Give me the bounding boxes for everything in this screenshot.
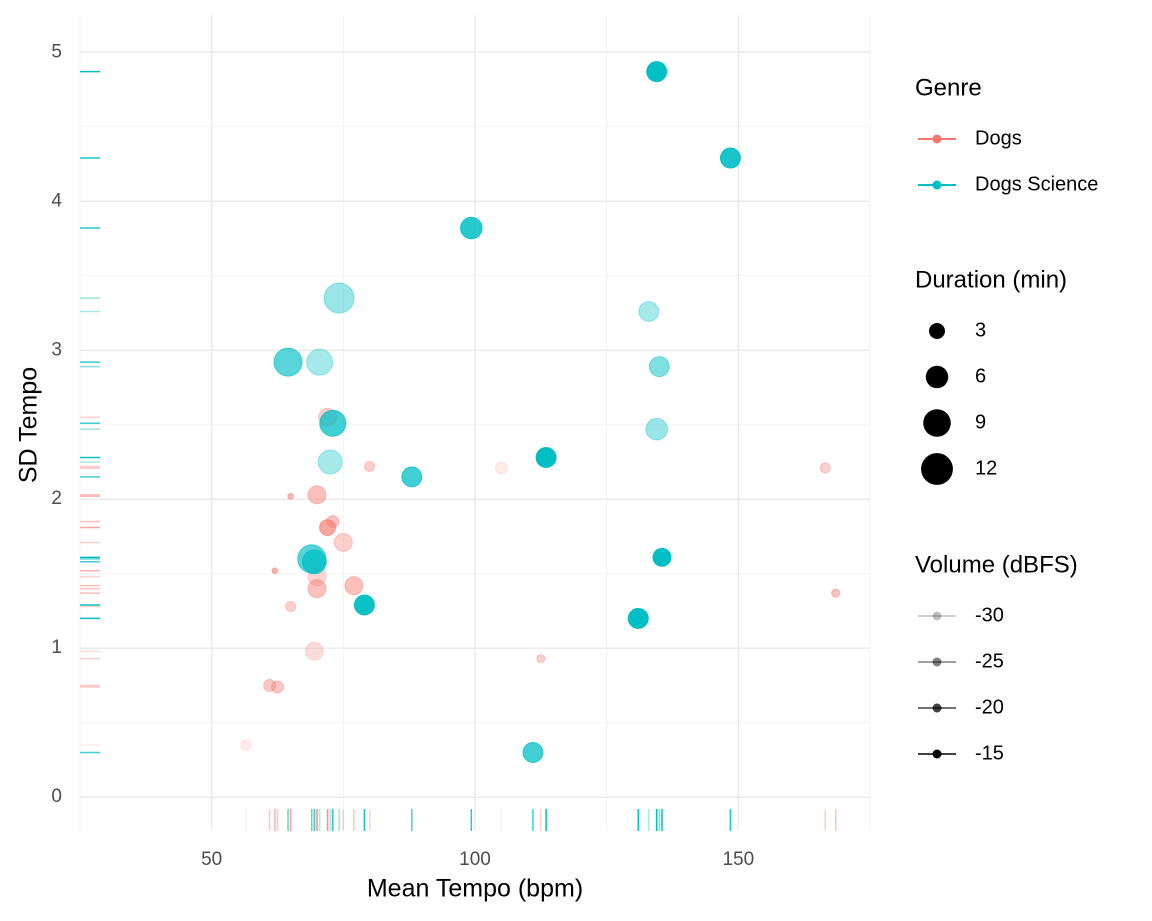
- point: [401, 466, 423, 488]
- point: [319, 409, 347, 437]
- legend-label: 9: [975, 411, 986, 433]
- y-axis-title: SD Tempo: [15, 367, 43, 483]
- legend-marker: [932, 180, 942, 190]
- legend-label: -20: [975, 696, 1004, 718]
- legend-size-marker: [929, 323, 945, 339]
- point: [323, 282, 355, 314]
- point: [536, 654, 546, 664]
- point: [271, 680, 284, 694]
- point: [240, 739, 252, 751]
- point: [271, 567, 279, 575]
- y-tick-label: 4: [51, 190, 62, 211]
- point: [326, 515, 340, 529]
- legend-label: 12: [975, 457, 997, 479]
- legend-title: Duration (min): [915, 266, 1067, 293]
- rug: [80, 70, 837, 831]
- point: [831, 588, 841, 598]
- legend-label: -30: [975, 604, 1004, 626]
- point: [627, 607, 649, 629]
- legend-label: 3: [975, 319, 986, 341]
- legend-size-marker: [921, 453, 953, 485]
- legend-label: Dogs Science: [975, 173, 1098, 195]
- point: [304, 641, 324, 661]
- x-axis-title: Mean Tempo (bpm): [367, 875, 583, 903]
- legend-size-marker: [923, 409, 951, 437]
- legend-size-marker: [925, 365, 949, 389]
- x-tick-label: 100: [459, 849, 491, 870]
- y-tick-label: 5: [51, 41, 62, 62]
- point: [301, 549, 327, 575]
- point: [645, 417, 668, 441]
- point: [494, 461, 508, 475]
- point: [646, 61, 668, 83]
- grid: [79, 15, 871, 830]
- point: [287, 492, 295, 500]
- points: [240, 61, 841, 763]
- point: [307, 579, 327, 599]
- legend-alpha-marker: [932, 749, 942, 759]
- y-tick-label: 1: [51, 637, 62, 658]
- y-tick-label: 2: [51, 488, 62, 509]
- legend-label: 6: [975, 365, 986, 387]
- point: [263, 678, 277, 692]
- point: [353, 594, 375, 616]
- point: [522, 742, 544, 763]
- legend-label: Dogs: [975, 127, 1022, 149]
- point: [333, 532, 353, 552]
- legend-title: Volume (dBFS): [915, 551, 1078, 578]
- legend-alpha-marker: [932, 703, 942, 713]
- legend-alpha-marker: [932, 657, 942, 667]
- point: [719, 147, 741, 169]
- x-tick-label: 150: [722, 849, 754, 870]
- legend-alpha-marker: [932, 611, 942, 621]
- x-tick-label: 50: [201, 849, 222, 870]
- point: [307, 485, 327, 505]
- point: [273, 347, 303, 377]
- legend-title: Genre: [915, 74, 982, 101]
- point: [648, 356, 670, 378]
- legend-label: -25: [975, 650, 1004, 672]
- point: [535, 447, 557, 468]
- point: [652, 547, 672, 567]
- point: [306, 348, 334, 376]
- point: [344, 576, 364, 596]
- y-tick-label: 0: [51, 786, 62, 807]
- point: [319, 519, 337, 537]
- point: [638, 301, 660, 322]
- legend-label: -15: [975, 742, 1004, 764]
- y-tick-label: 3: [51, 339, 62, 360]
- point: [460, 216, 483, 240]
- point: [317, 449, 343, 475]
- point: [285, 600, 297, 613]
- point: [364, 460, 376, 472]
- legend-marker: [932, 134, 942, 144]
- point: [819, 462, 831, 474]
